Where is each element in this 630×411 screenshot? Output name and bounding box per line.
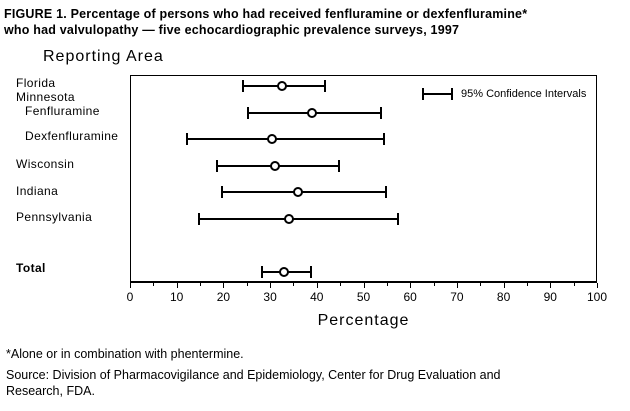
x-major-tick [270,283,272,288]
x-minor-tick [246,283,248,286]
plot-area [130,75,597,283]
x-minor-tick [433,283,435,286]
footnote: *Alone or in combination with phentermin… [6,347,244,361]
x-minor-tick [200,283,202,286]
row-label-total: Total [16,261,46,275]
x-minor-tick [573,283,575,286]
x-major-tick [363,283,365,288]
figure-title-line2: who had valvulopathy — five echocardiogr… [4,23,460,37]
x-tick-label: 60 [403,290,417,304]
x-major-tick [456,283,458,288]
legend: 95% Confidence Intervals [422,87,586,101]
x-minor-tick [340,283,342,286]
row-label-pennsylvania: Pennsylvania [16,210,93,224]
x-minor-tick [526,283,528,286]
x-tick-label: 50 [356,290,371,304]
source-line1: Source: Division of Pharmacovigilance an… [6,368,501,382]
error-bar-pennsylvania [197,212,399,226]
error-bar-total [260,265,313,279]
error-bar-icon [422,88,453,100]
x-tick-label: 20 [216,290,231,304]
point-marker-icon [283,214,294,224]
source-line2: Research, FDA. [6,383,95,398]
x-major-tick [223,283,225,288]
error-bar-indiana [221,185,387,199]
x-tick-label: 90 [543,290,557,304]
row-label-minnesota: Minnesota [16,90,75,104]
error-bar-fenfluramine [246,106,383,120]
point-marker-icon [293,187,304,197]
x-major-tick [597,283,598,288]
x-tick-label: 10 [170,290,184,304]
x-minor-tick [293,283,295,286]
x-major-tick [550,283,552,288]
row-label-fenfluramine: Fenfluramine [25,104,100,118]
x-major-tick [316,283,318,288]
x-major-tick [130,283,131,288]
row-label-indiana: Indiana [16,184,59,198]
source-note: Source: Division of Pharmacovigilance an… [6,368,616,399]
error-bar-wisconsin [216,159,341,173]
x-minor-tick [386,283,388,286]
y-axis-header: Reporting Area [43,48,164,65]
x-tick-label: 80 [496,290,511,304]
x-tick-label: 70 [450,290,464,304]
point-marker-icon [269,161,280,171]
x-axis-label: Percentage [317,312,410,329]
error-bar-florida [242,79,327,93]
point-marker-icon [276,81,287,91]
row-label-dexfenfluramine: Dexfenfluramine [25,129,119,143]
legend-label: 95% Confidence Intervals [461,88,587,100]
error-bar-dexfenfluramine [186,132,385,146]
row-label-florida: Florida [16,76,56,90]
x-major-tick [410,283,412,288]
figure-title: FIGURE 1. Percentage of persons who had … [4,6,624,38]
x-tick-label: 100 [586,290,608,304]
point-marker-icon [267,134,278,144]
x-tick-label: 30 [263,290,277,304]
x-minor-tick [480,283,482,286]
x-tick-label: 40 [310,290,324,304]
point-marker-icon [307,108,318,118]
x-major-tick [176,283,178,288]
x-major-tick [503,283,505,288]
x-minor-tick [153,283,155,286]
row-label-wisconsin: Wisconsin [16,157,75,171]
x-tick-label: 0 [126,290,134,304]
figure-title-line1: FIGURE 1. Percentage of persons who had … [4,7,528,21]
point-marker-icon [279,267,290,277]
